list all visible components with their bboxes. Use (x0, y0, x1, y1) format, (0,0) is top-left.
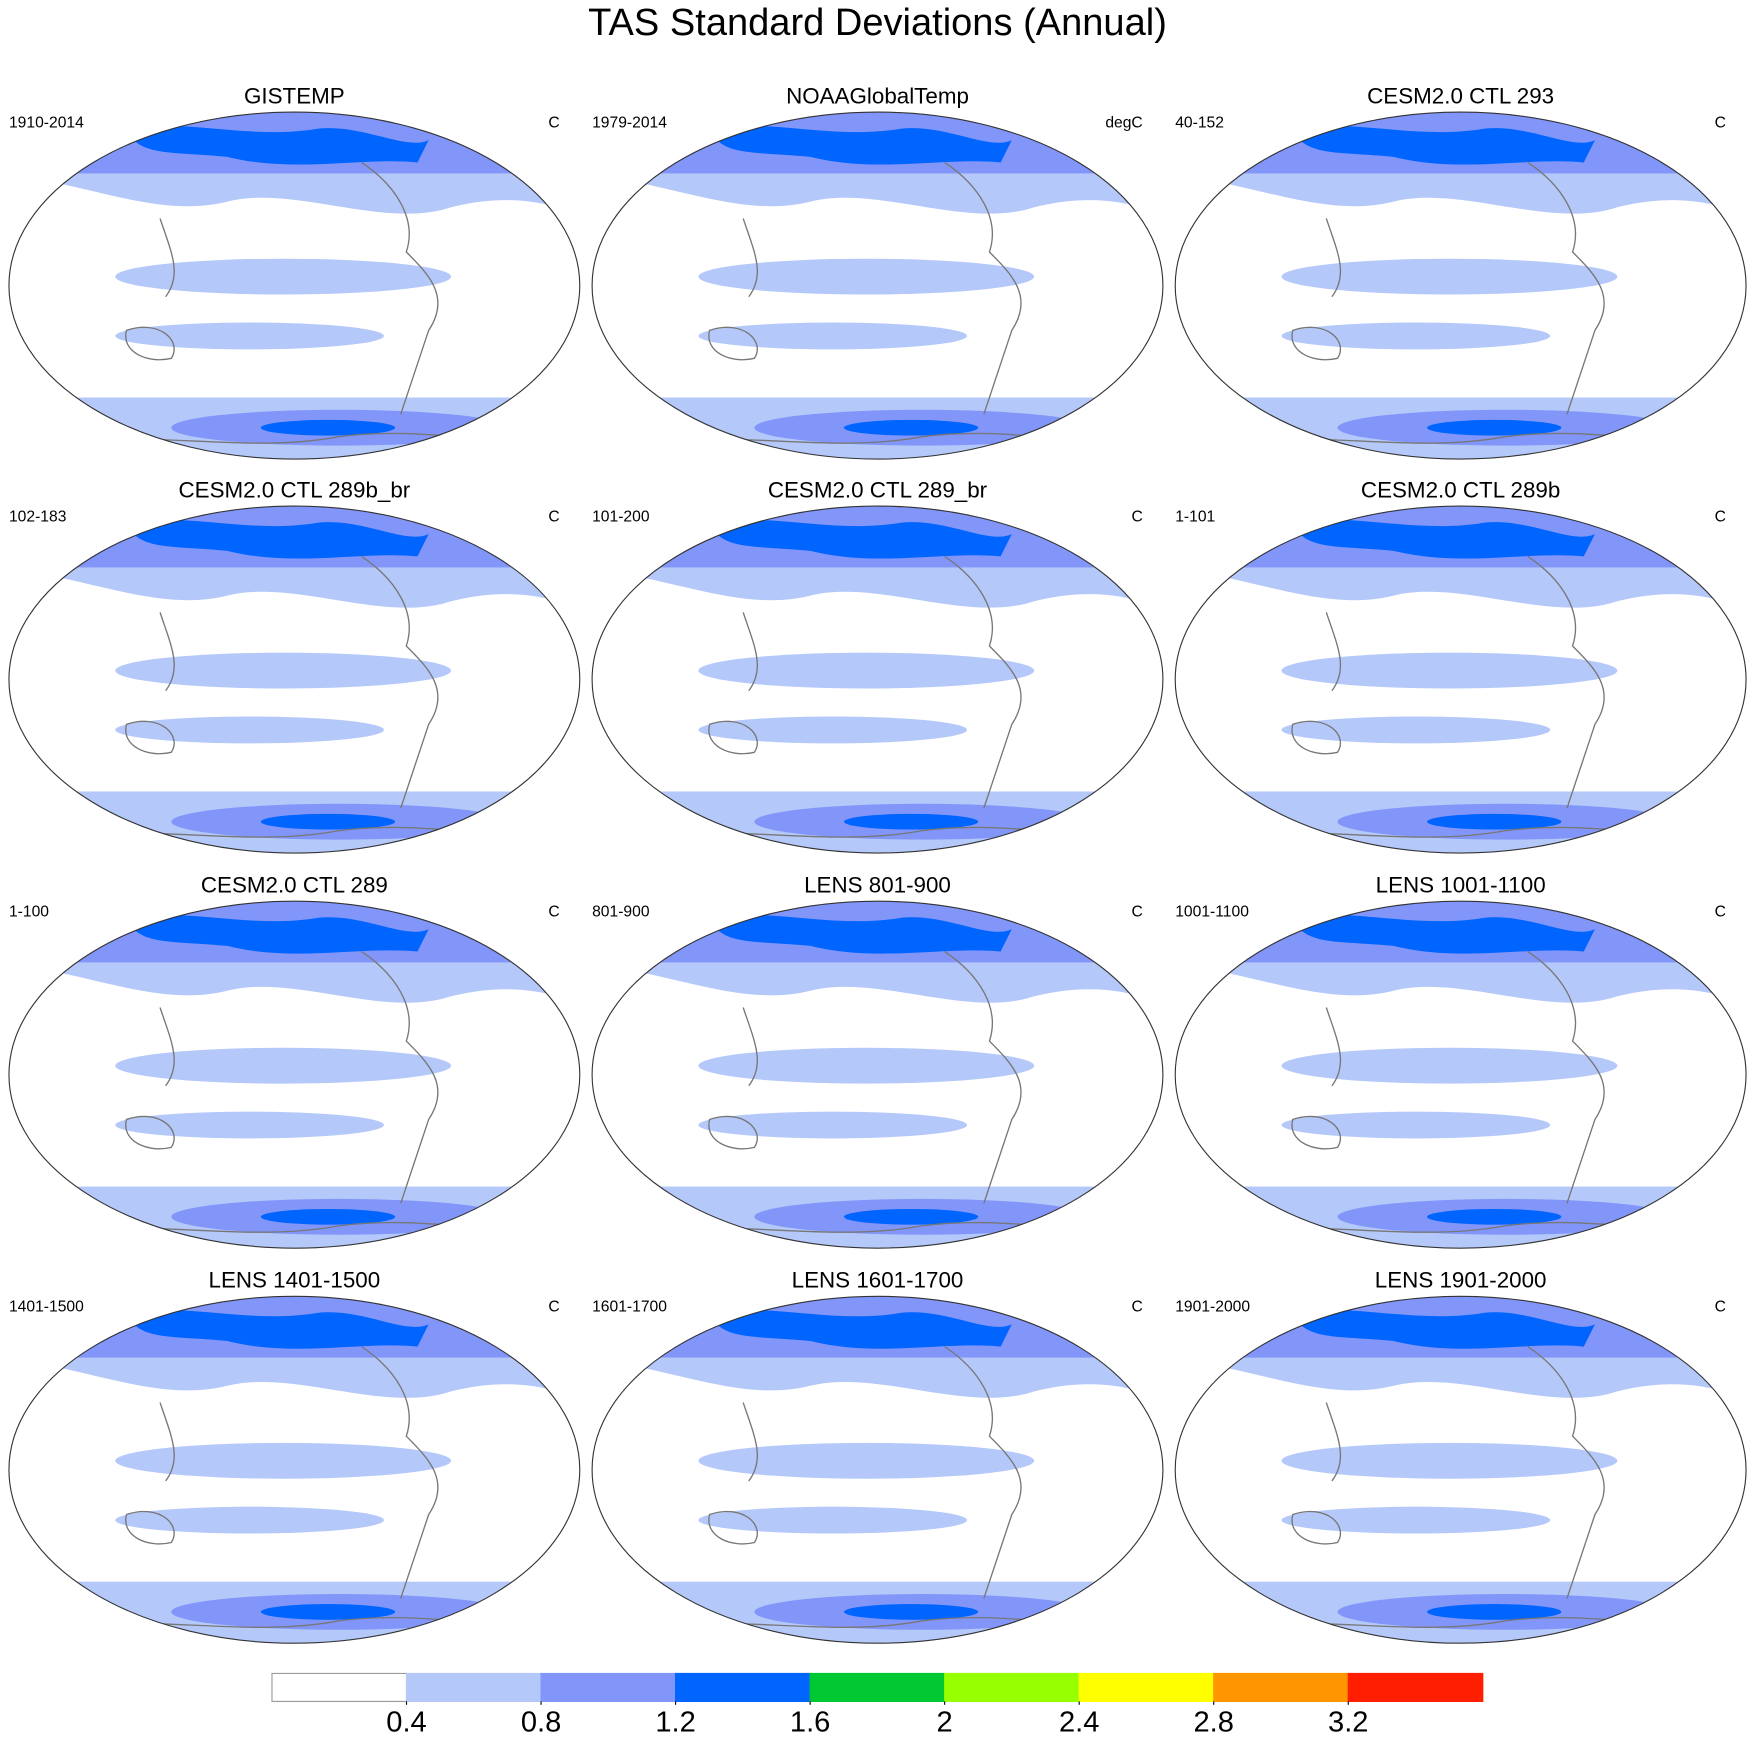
map-panel: CESM2.0 CTL 289 1-100 C (3, 873, 585, 1254)
panel-title: CESM2.0 CTL 289b_br (178, 477, 410, 502)
panel-right-label: C (1131, 903, 1142, 920)
panel-right-label: C (1131, 508, 1142, 525)
colorbar-tick-label: 2.4 (1059, 1707, 1099, 1739)
map-border (8, 505, 581, 854)
map-panel: GISTEMP 1910-2014 C (3, 83, 585, 464)
colorbar-box (271, 1672, 408, 1702)
map-panel: CESM2.0 CTL 293 40-152 C (1170, 83, 1752, 464)
panel-right-label: C (548, 903, 559, 920)
map-panel: NOAAGlobalTemp 1979-2014 degC (586, 83, 1168, 464)
panel-left-label: 1910-2014 (9, 114, 84, 131)
panel-right-label: C (548, 1299, 559, 1316)
colorbar-box (809, 1672, 946, 1702)
map (586, 1291, 1168, 1649)
map-panel: CESM2.0 CTL 289_br 101-200 C (586, 477, 1168, 858)
map (1170, 896, 1752, 1254)
panel-right-label: C (1715, 508, 1726, 525)
panel-right-label: C (548, 114, 559, 131)
panel-right-label: C (548, 508, 559, 525)
map-panel: CESM2.0 CTL 289b_br 102-183 C (3, 477, 585, 858)
panel-title: GISTEMP (244, 83, 345, 108)
colorbar-tick-label: 2 (937, 1707, 953, 1739)
map (586, 500, 1168, 858)
map-panel: LENS 1401-1500 1401-1500 C (3, 1268, 585, 1649)
panel-right-label: degC (1105, 114, 1142, 131)
panel-left-label: 1601-1700 (592, 1299, 667, 1316)
map (586, 106, 1168, 464)
map-panel: LENS 801-900 801-900 C (586, 873, 1168, 1254)
map-border (1174, 111, 1747, 460)
panel-left-label: 1-100 (9, 903, 49, 920)
colorbar-box (1078, 1672, 1215, 1702)
map-border (8, 111, 581, 460)
colorbar-tick-label: 1.2 (655, 1707, 695, 1739)
panel-title: LENS 1401-1500 (209, 1268, 381, 1293)
colorbar-tick-label: 0.4 (386, 1707, 426, 1739)
map-border (8, 1295, 581, 1644)
map-border (1174, 1295, 1747, 1644)
map-border (591, 505, 1164, 854)
panel-left-label: 1979-2014 (592, 114, 667, 131)
map-border (8, 900, 581, 1249)
panel-left-label: 1901-2000 (1175, 1299, 1250, 1316)
panel-left-label: 1-101 (1175, 508, 1215, 525)
map (586, 896, 1168, 1254)
map-border (591, 900, 1164, 1249)
map-border (591, 1295, 1164, 1644)
panel-title: CESM2.0 CTL 289b (1361, 477, 1560, 502)
map-border (1174, 900, 1747, 1249)
map (3, 500, 585, 858)
map-panel: LENS 1901-2000 1901-2000 C (1170, 1268, 1752, 1649)
colorbar-box (675, 1672, 811, 1702)
panel-left-label: 801-900 (592, 903, 650, 920)
map (3, 896, 585, 1254)
panel-left-label: 1401-1500 (9, 1299, 84, 1316)
panel-title: LENS 1601-1700 (792, 1268, 964, 1293)
panel-title: LENS 801-900 (804, 873, 951, 898)
colorbar-box (405, 1672, 542, 1702)
panel-title: CESM2.0 CTL 293 (1367, 83, 1554, 108)
colorbar-box (540, 1672, 677, 1702)
panel-title: NOAAGlobalTemp (786, 83, 969, 108)
map (1170, 106, 1752, 464)
panel-right-label: C (1715, 114, 1726, 131)
map-border (591, 111, 1164, 460)
panel-left-label: 102-183 (9, 508, 67, 525)
map (3, 1291, 585, 1649)
map-panel: LENS 1001-1100 1001-1100 C (1170, 873, 1752, 1254)
panel-left-label: 40-152 (1175, 114, 1224, 131)
panel-title: LENS 1901-2000 (1375, 1268, 1547, 1293)
panel-right-label: C (1715, 903, 1726, 920)
colorbar-tick-label: 1.6 (790, 1707, 830, 1739)
colorbar-tick-label: 3.2 (1328, 1707, 1368, 1739)
map (3, 106, 585, 464)
panel-title: CESM2.0 CTL 289 (201, 873, 388, 898)
map (1170, 500, 1752, 858)
colorbar-tick-label: 2.8 (1193, 1707, 1233, 1739)
colorbar-box (1213, 1672, 1349, 1702)
panel-right-label: C (1715, 1299, 1726, 1316)
colorbar-tick-label: 0.8 (521, 1707, 561, 1739)
colorbar-box (1347, 1672, 1484, 1702)
map-panel: LENS 1601-1700 1601-1700 C (586, 1268, 1168, 1649)
panel-right-label: C (1131, 1299, 1142, 1316)
panel-title: LENS 1001-1100 (1376, 873, 1546, 898)
panel-left-label: 101-200 (592, 508, 650, 525)
map-border (1174, 505, 1747, 854)
colorbar-box (944, 1672, 1080, 1702)
panel-left-label: 1001-1100 (1175, 903, 1249, 920)
map-panel: CESM2.0 CTL 289b 1-101 C (1170, 477, 1752, 858)
panel-title: CESM2.0 CTL 289_br (768, 477, 988, 502)
map (1170, 1291, 1752, 1649)
figure-title: TAS Standard Deviations (Annual) (588, 2, 1167, 44)
